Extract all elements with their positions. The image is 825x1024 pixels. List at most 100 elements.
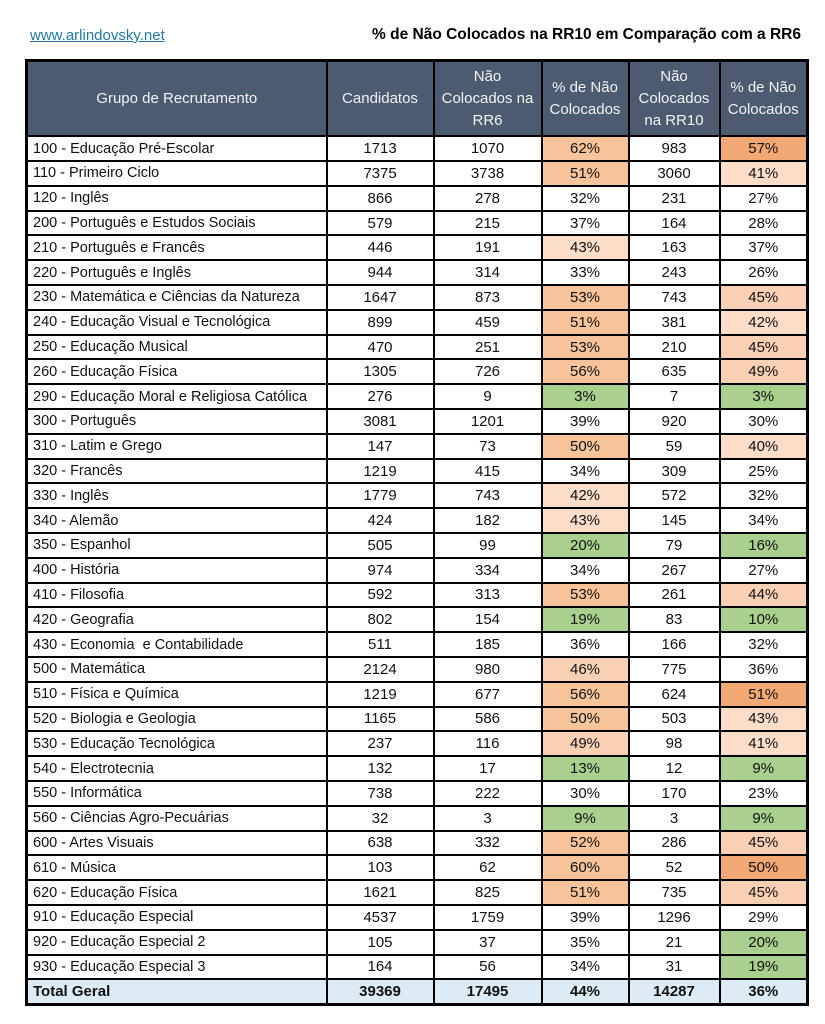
pct-nao-colocados-rr10-value: 16%	[718, 532, 809, 559]
table-row: 400 - História 974 334 34% 267 27%	[25, 556, 809, 584]
table-row: 220 - Português e Inglês 944 314 33% 243…	[25, 259, 809, 287]
group-label: 300 - Português	[25, 408, 328, 435]
nao-colocados-rr10-value: 31	[627, 953, 721, 981]
candidatos-value: 899	[325, 308, 435, 336]
table-row: 230 - Matemática e Ciências da Natureza …	[25, 284, 809, 311]
nao-colocados-rr6-value: 278	[432, 184, 543, 212]
nao-colocados-rr10-value: 261	[627, 581, 721, 609]
pct-nao-colocados-rr10-value: 10%	[718, 606, 809, 634]
col-header-nao-colocados-rr6: Não Colocados na RR6	[432, 59, 543, 138]
group-label: 110 - Primeiro Ciclo	[25, 160, 328, 187]
group-label: 410 - Filosofia	[25, 581, 328, 609]
table-row: 240 - Educação Visual e Tecnológica 899 …	[25, 308, 809, 336]
pct-nao-colocados-rr10-value: 26%	[718, 259, 809, 287]
table-row: 340 - Alemão 424 182 43% 145 34%	[25, 507, 809, 534]
pct-nao-colocados-rr6-value: 43%	[540, 234, 630, 262]
nao-colocados-rr6-value: 726	[432, 358, 543, 386]
nao-colocados-rr6-value: 215	[432, 209, 543, 237]
nao-colocados-rr10-value: 7	[627, 383, 721, 411]
nao-colocados-rr6-value: 222	[432, 779, 543, 807]
candidatos-value: 164	[325, 953, 435, 981]
nao-colocados-rr6-value: 873	[432, 284, 543, 311]
candidatos-value: 32	[325, 804, 435, 832]
pct-nao-colocados-rr10-value: 45%	[718, 829, 809, 857]
pct-nao-colocados-rr10-value: 27%	[718, 556, 809, 584]
pct-nao-colocados-rr10-value: 9%	[718, 804, 809, 832]
nao-colocados-rr10-value: 635	[627, 358, 721, 386]
group-label: 250 - Educação Musical	[25, 333, 328, 361]
nao-colocados-rr10-value: 210	[627, 333, 721, 361]
pct-nao-colocados-rr10-value: 49%	[718, 358, 809, 386]
pct-nao-colocados-rr6-value: 50%	[540, 432, 630, 460]
nao-colocados-rr6-value: 251	[432, 333, 543, 361]
nao-colocados-rr6-value: 1759	[432, 903, 543, 931]
nao-colocados-rr10-value: 83	[627, 606, 721, 634]
nao-colocados-rr6-value: 743	[432, 482, 543, 510]
site-link[interactable]: www.arlindovsky.net	[30, 27, 165, 44]
group-label: 120 - Inglês	[25, 184, 328, 212]
table-row: 350 - Espanhol 505 99 20% 79 16%	[25, 532, 809, 559]
group-label: 240 - Educação Visual e Tecnológica	[25, 308, 328, 336]
nao-colocados-rr6-value: 1070	[432, 135, 543, 163]
nao-colocados-rr6-value: 9	[432, 383, 543, 411]
nao-colocados-rr10-value: 983	[627, 135, 721, 163]
nao-colocados-rr10-value: 572	[627, 482, 721, 510]
pct-nao-colocados-rr6-value: 53%	[540, 581, 630, 609]
nao-colocados-rr10-value: 59	[627, 432, 721, 460]
page-header: www.arlindovsky.net % de Não Colocados n…	[0, 0, 825, 59]
candidatos-value: 638	[325, 829, 435, 857]
table-row: 100 - Educação Pré-Escolar 1713 1070 62%…	[25, 135, 809, 163]
pct-nao-colocados-rr10-value: 45%	[718, 879, 809, 906]
group-label: 220 - Português e Inglês	[25, 259, 328, 287]
header-row: Grupo de Recrutamento Candidatos Não Col…	[25, 59, 809, 138]
group-label: 100 - Educação Pré-Escolar	[25, 135, 328, 163]
table-row: 620 - Educação Física 1621 825 51% 735 4…	[25, 879, 809, 906]
nao-colocados-rr6-value: 586	[432, 705, 543, 733]
candidatos-value: 511	[325, 631, 435, 658]
candidatos-value: 505	[325, 532, 435, 559]
table-row: 200 - Português e Estudos Sociais 579 21…	[25, 209, 809, 237]
group-label: 600 - Artes Visuais	[25, 829, 328, 857]
pct-nao-colocados-rr10-value: 43%	[718, 705, 809, 733]
table-row: 610 - Música 103 62 60% 52 50%	[25, 854, 809, 882]
group-label: 540 - Electrotecnia	[25, 755, 328, 782]
candidatos-value: 4537	[325, 903, 435, 931]
nao-colocados-rr10-value: 1296	[627, 903, 721, 931]
group-label: 420 - Geografia	[25, 606, 328, 634]
nao-colocados-rr10-value: 79	[627, 532, 721, 559]
pct-nao-colocados-rr6-value: 52%	[540, 829, 630, 857]
pct-nao-colocados-rr6-value: 46%	[540, 655, 630, 683]
candidatos-value: 1305	[325, 358, 435, 386]
nao-colocados-rr10-value: 98	[627, 730, 721, 758]
nao-colocados-rr10-value: 163	[627, 234, 721, 262]
table-row: 540 - Electrotecnia 132 17 13% 12 9%	[25, 755, 809, 782]
nao-colocados-rr6-value: 99	[432, 532, 543, 559]
pct-nao-colocados-rr10-value: 45%	[718, 333, 809, 361]
group-label: 350 - Espanhol	[25, 532, 328, 559]
group-label: 210 - Português e Francês	[25, 234, 328, 262]
group-label: 260 - Educação Física	[25, 358, 328, 386]
pct-nao-colocados-rr10-value: 32%	[718, 482, 809, 510]
candidatos-value: 802	[325, 606, 435, 634]
pct-nao-colocados-rr10-value: 44%	[718, 581, 809, 609]
col-header-nao-colocados-rr10: Não Colocados na RR10	[627, 59, 721, 138]
pct-nao-colocados-rr10-value: 40%	[718, 432, 809, 460]
table-row: 430 - Economia e Contabilidade 511 185 3…	[25, 631, 809, 658]
table-row: 420 - Geografia 802 154 19% 83 10%	[25, 606, 809, 634]
group-label: 230 - Matemática e Ciências da Natureza	[25, 284, 328, 311]
pct-nao-colocados-rr6-value: 51%	[540, 160, 630, 187]
pct-nao-colocados-rr6-value: 39%	[540, 903, 630, 931]
pct-nao-colocados-rr10-value: 29%	[718, 903, 809, 931]
table-row: 300 - Português 3081 1201 39% 920 30%	[25, 408, 809, 435]
pct-nao-colocados-rr10-value: 57%	[718, 135, 809, 163]
pct-nao-colocados-rr10-value: 19%	[718, 953, 809, 981]
nao-colocados-rr10-value: 170	[627, 779, 721, 807]
group-label: 200 - Português e Estudos Sociais	[25, 209, 328, 237]
nao-colocados-rr6-value: 314	[432, 259, 543, 287]
nao-colocados-rr6-value: 3	[432, 804, 543, 832]
nao-colocados-rr10-value: 920	[627, 408, 721, 435]
table-row: 600 - Artes Visuais 638 332 52% 286 45%	[25, 829, 809, 857]
nao-colocados-rr10-value: 52	[627, 854, 721, 882]
table-row: 520 - Biologia e Geologia 1165 586 50% 5…	[25, 705, 809, 733]
nao-colocados-rr6-value: 37	[432, 928, 543, 956]
